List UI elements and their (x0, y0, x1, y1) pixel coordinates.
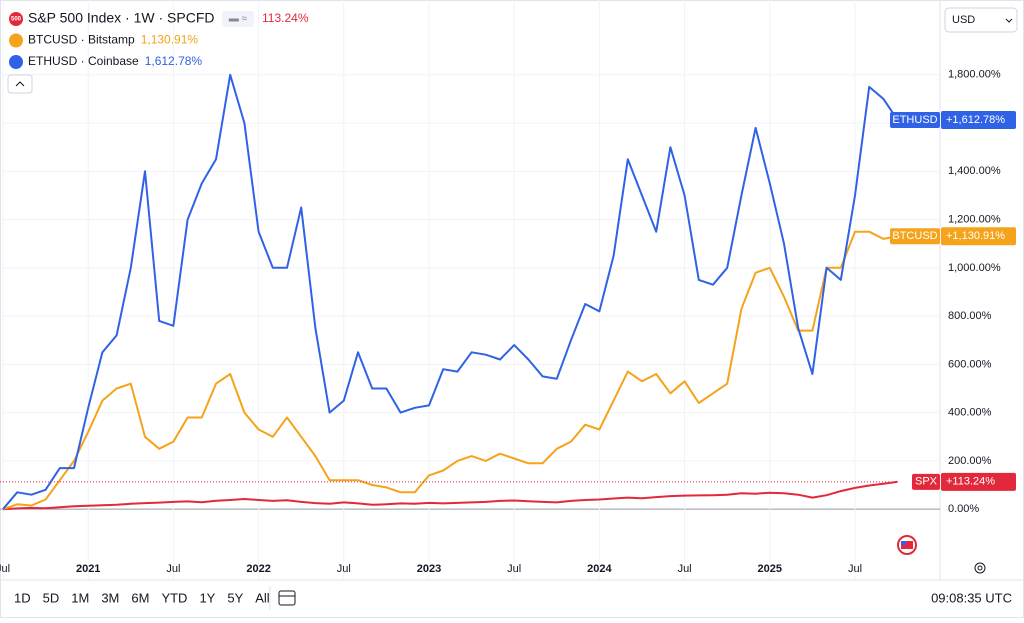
legend-value: 1,612.78% (145, 54, 203, 68)
y-tick-label: 1,800.00% (948, 69, 1001, 81)
x-tick-label: Jul (507, 563, 521, 575)
legend-name: ETHUSD · Coinbase (28, 54, 139, 68)
clock: 09:08:35 UTC (931, 590, 1012, 605)
x-tick-label: 2025 (758, 563, 782, 575)
collapse-legend[interactable] (7, 74, 33, 94)
last-value-label: +113.24% (946, 476, 995, 488)
timeframe-button[interactable]: YTD (161, 590, 187, 605)
timeframe-button[interactable]: All (255, 590, 270, 605)
currency-select[interactable] (944, 7, 1018, 33)
x-tick-label: 2021 (76, 563, 100, 575)
x-tick-label: 2024 (587, 563, 612, 575)
legend-icon (9, 12, 23, 26)
symbol-tag-label: ETHUSD (892, 114, 937, 126)
series-line (2, 73, 899, 510)
timeframe-button[interactable]: 3M (101, 590, 119, 605)
y-tick-label: 1,200.00% (948, 213, 1001, 225)
y-tick-label: 600.00% (948, 358, 992, 370)
timeframe-button[interactable]: 5Y (227, 590, 243, 605)
collapse-icon (15, 81, 25, 87)
symbol-tag-label: BTCUSD (892, 230, 937, 242)
legend-icon (9, 55, 23, 69)
legend-name: BTCUSD · Bitstamp (28, 33, 135, 47)
legend-action-icons: ▬ ≈ (229, 14, 248, 25)
x-tick-label: Jul (848, 563, 862, 575)
last-value-tag (941, 110, 1016, 129)
y-tick-label: 800.00% (948, 310, 992, 322)
currency-label: USD (952, 14, 975, 26)
symbol-tag-label: SPX (915, 476, 938, 488)
series-line (2, 480, 898, 511)
timeframe-button[interactable]: 5D (43, 590, 60, 605)
flag-icon (897, 535, 917, 555)
legend-actions[interactable] (222, 11, 254, 27)
x-tick-label: 2023 (417, 563, 441, 575)
symbol-tag (890, 111, 940, 128)
timeframe-button[interactable]: 6M (131, 590, 149, 605)
x-tick-label: 2022 (246, 563, 270, 575)
last-value-label: +1,612.78% (946, 114, 1005, 126)
date-range-icon[interactable] (278, 590, 296, 606)
y-tick-label: 200.00% (948, 455, 992, 467)
last-value-label: +1,130.91% (946, 230, 1005, 242)
y-tick-label: 0.00% (948, 503, 979, 515)
legend-icon (9, 33, 23, 48)
settings-icon[interactable] (974, 562, 986, 574)
legend-value: 113.24% (262, 11, 309, 25)
symbol-tag (890, 228, 940, 245)
x-tick-label: Jul (166, 563, 180, 575)
series-line (2, 230, 898, 511)
timeframe-button[interactable]: 1M (71, 590, 89, 605)
timeframe-button[interactable]: 1Y (199, 590, 215, 605)
symbol-tag (912, 473, 940, 490)
last-value-tag (941, 472, 1016, 491)
x-tick-label: Jul (678, 563, 692, 575)
legend-badge: 500 (11, 17, 22, 23)
y-tick-label: 400.00% (948, 407, 992, 419)
y-tick-label: 1,400.00% (948, 165, 1001, 177)
last-value-tag (941, 227, 1016, 246)
legend-name: S&P 500 Index · 1W · SPCFD (28, 10, 214, 26)
x-tick-label: Jul (0, 563, 10, 575)
y-tick-label: 1,000.00% (948, 262, 1001, 274)
timeframe-button[interactable]: 1D (14, 590, 31, 605)
legend-value: 1,130.91% (141, 33, 199, 47)
x-tick-label: Jul (337, 563, 351, 575)
chevron (1005, 18, 1013, 23)
